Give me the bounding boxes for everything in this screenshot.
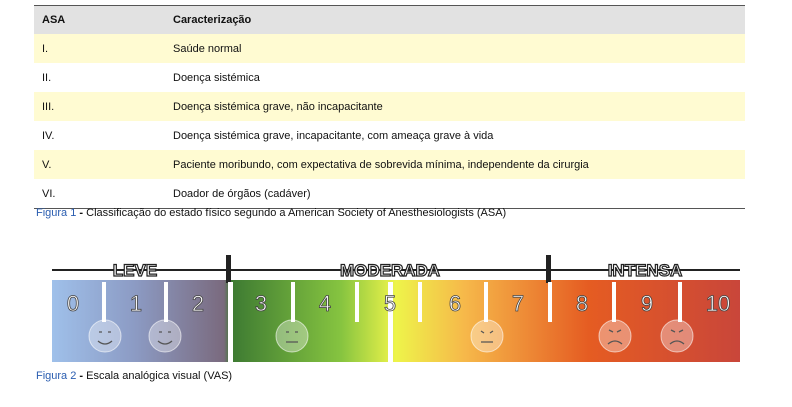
table-cell: I. [34,34,165,63]
table-cell: Doença sistémica grave, não incapacitant… [165,92,745,121]
scale-number: 5 [384,291,396,316]
caption-text: Escala analógica visual (VAS) [86,370,233,382]
face-features [97,329,685,345]
separator [102,282,106,322]
vas-scale: LEVE MODERADA INTENSA 0 1 2 3 4 5 6 7 8 9 10 [52,255,740,362]
scale-number: 7 [512,291,524,316]
table-cell: V. [34,150,165,179]
table-cell: III. [34,92,165,121]
table-cell: Doador de órgãos (cadáver) [173,187,311,200]
table-row: VI. Doador de órgãos (cadáver) [34,179,745,209]
table-cell: Saúde normal [165,34,745,63]
divider [226,255,231,283]
table-cell: Doença sistémica [173,71,260,84]
table-row: I. Saúde normal [34,34,745,63]
faces [88,319,694,353]
scale-number: 2 [192,291,204,316]
scale-number: 4 [319,291,331,316]
separator [484,282,488,322]
divider [546,255,551,283]
caption-dash: - [79,207,84,219]
separator [164,282,168,322]
caption-label: Figura 1 [36,207,77,219]
scale-number: 0 [67,291,79,316]
table-row: III. Doença sistémica grave, não incapaci… [34,92,745,121]
scale-number: 8 [576,291,588,316]
table-cell: Paciente moribundo, com expectativa de s… [165,150,745,179]
separator [678,282,682,322]
separator [388,282,393,362]
table-cell: IV. [42,129,55,142]
section-label: INTENSA [608,261,683,280]
header-cell: ASA [34,5,165,34]
caption-label: Figura 2 [36,370,77,382]
separator [612,282,616,322]
caption: Figura 2 - Escala analógica visual (VAS) [36,370,232,382]
header-cell: Caracterização [165,5,745,34]
separator [291,282,295,322]
separator [355,282,359,322]
separator [548,282,552,322]
table-row: II. Doença sistémica [34,63,745,92]
section-label: LEVE [113,261,157,280]
separator [418,282,422,322]
table-row: IV. Doença sistémica grave, incapacitante… [34,121,745,150]
table-cell: VI. [42,187,56,200]
separator [228,282,233,362]
caption: Figura 1 - Classificação do estado físic… [36,207,506,219]
caption-dash: - [79,370,84,382]
scale-number: 6 [449,291,461,316]
table-row: V. Paciente moribundo, com expectativa de… [34,150,745,179]
table-cell: II. [42,71,52,84]
table-cell: Doença sistémica grave, incapacitante, c… [173,129,494,142]
caption-text: Classificação do estado físico segundo a… [86,207,507,219]
asa-table: ASA Caracterização I. Saúde normal II. Doen… [34,5,745,209]
scale-number: 1 [130,291,142,316]
scale-number: 10 [706,291,730,316]
scale-number: 3 [255,291,267,316]
section-label: MODERADA [340,261,440,280]
header-row: ASA Caracterização [34,5,745,34]
scale-number: 9 [641,291,653,316]
